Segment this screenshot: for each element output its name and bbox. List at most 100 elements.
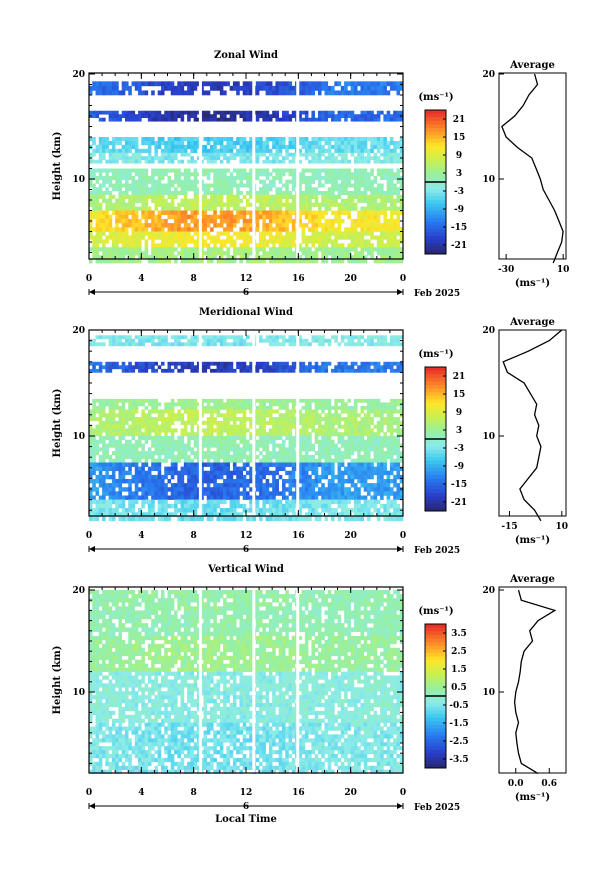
heatmap-cell xyxy=(370,194,374,199)
heatmap-cell xyxy=(131,187,136,192)
heatmap-cell xyxy=(259,439,263,444)
heatmap-cell xyxy=(203,251,208,256)
heatmap-cell xyxy=(170,342,175,347)
heatmap-cell xyxy=(255,214,260,220)
heatmap-cell xyxy=(383,117,387,122)
heatmap-cell xyxy=(177,176,181,181)
heatmap-cell xyxy=(370,81,374,87)
heatmap-cell xyxy=(160,198,165,203)
heatmap-cell xyxy=(226,454,230,460)
heatmap-cell xyxy=(95,424,100,429)
heatmap-cell xyxy=(196,137,201,142)
heatmap-cell xyxy=(360,432,365,437)
heatmap-cell xyxy=(151,342,155,347)
heatmap-cell xyxy=(324,223,329,228)
heatmap-cell xyxy=(164,191,168,196)
heatmap-cell xyxy=(298,140,302,146)
heatmap-cell xyxy=(242,159,247,164)
heatmap-cell xyxy=(363,365,368,370)
heatmap-cell xyxy=(236,176,240,181)
heatmap-cell xyxy=(331,114,335,119)
heatmap-cell xyxy=(229,156,234,161)
heatmap-cell xyxy=(321,417,325,422)
heatmap-cell xyxy=(118,202,123,207)
heatmap-cell xyxy=(144,223,149,228)
heatmap-cell xyxy=(236,198,240,203)
heatmap-cell xyxy=(232,338,237,343)
heatmap-cell xyxy=(357,335,361,340)
heatmap-cell xyxy=(118,176,123,181)
heatmap-cell xyxy=(317,432,322,437)
heatmap-cell xyxy=(89,259,93,264)
heatmap-cell xyxy=(311,81,315,87)
x-tick-label: 12 xyxy=(240,274,253,284)
colorbar-swatch xyxy=(425,243,446,248)
heatmap-cell xyxy=(249,420,253,425)
heatmap-cell xyxy=(324,194,329,199)
heatmap-cell xyxy=(367,206,371,211)
heatmap-cell xyxy=(108,462,113,467)
heatmap-cell xyxy=(200,117,204,122)
heatmap-cell xyxy=(376,361,381,366)
heatmap-cell xyxy=(252,259,257,264)
heatmap-cell xyxy=(311,443,315,448)
heatmap-cell xyxy=(383,259,387,264)
heatmap-cell xyxy=(124,110,129,115)
heatmap-cell xyxy=(288,259,293,264)
heatmap-cell xyxy=(291,462,296,467)
heatmap-cell xyxy=(321,114,325,119)
heatmap-cell xyxy=(193,198,198,203)
heatmap-cell xyxy=(259,259,263,264)
heatmap-cell xyxy=(367,239,371,244)
heatmap-cell xyxy=(167,368,172,373)
heatmap-cell xyxy=(206,259,211,264)
heatmap-cell xyxy=(108,417,113,422)
heatmap-cell xyxy=(370,417,374,422)
heatmap-cell xyxy=(226,417,230,422)
heatmap-cell xyxy=(291,227,296,232)
heatmap-cell xyxy=(111,361,116,366)
heatmap-cell xyxy=(334,172,338,177)
heatmap-cell xyxy=(138,227,142,232)
heatmap-cell xyxy=(219,231,224,236)
heatmap-cell xyxy=(370,420,374,425)
heatmap-cell xyxy=(360,144,365,150)
heatmap-cell xyxy=(95,187,100,192)
heatmap-cell xyxy=(255,176,260,181)
heatmap-cell xyxy=(196,436,201,441)
heatmap-cell xyxy=(285,235,289,240)
heatmap-cell xyxy=(373,187,378,192)
heatmap-cell xyxy=(219,206,224,211)
heatmap-cell xyxy=(157,176,162,181)
heatmap-cell xyxy=(268,417,273,422)
heatmap-cell xyxy=(278,172,283,177)
heatmap-cell xyxy=(177,251,181,256)
heatmap-cell xyxy=(98,206,103,211)
heatmap-cell xyxy=(193,137,198,142)
heatmap-cell xyxy=(262,227,266,232)
heatmap-cell xyxy=(151,365,155,370)
heatmap-cell xyxy=(373,447,378,452)
heatmap-cell xyxy=(183,176,188,181)
heatmap-cell xyxy=(229,428,234,433)
heatmap-cell xyxy=(190,144,194,150)
heatmap-cell xyxy=(370,137,374,142)
heatmap-cell xyxy=(210,428,214,433)
heatmap-cell xyxy=(393,210,397,215)
heatmap-cell xyxy=(92,176,96,181)
heatmap-cell xyxy=(183,255,188,260)
heatmap-cell xyxy=(327,194,332,199)
heatmap-cell xyxy=(370,90,374,96)
heatmap-cell xyxy=(344,114,348,119)
heatmap-cell xyxy=(291,361,296,366)
heatmap-cell xyxy=(144,227,149,232)
heatmap-cell xyxy=(331,443,335,448)
heatmap-cell xyxy=(102,90,106,96)
heatmap-cell xyxy=(239,176,244,181)
heatmap-cell xyxy=(321,243,325,248)
heatmap-cell xyxy=(167,436,172,441)
heatmap-cell xyxy=(288,365,293,370)
heatmap-cell xyxy=(210,202,214,207)
heatmap-cell xyxy=(138,239,142,244)
heatmap-cell xyxy=(124,176,129,181)
